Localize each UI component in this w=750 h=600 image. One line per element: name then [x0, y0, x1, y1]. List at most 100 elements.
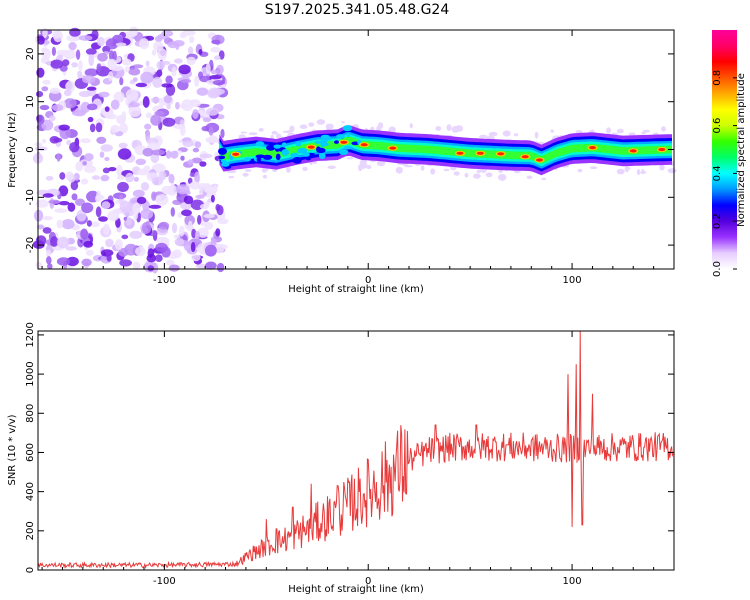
- ridge-halo: [435, 126, 442, 131]
- ridge-halo: [262, 174, 267, 179]
- noise-blob: [107, 210, 120, 221]
- ridge-halo: [242, 172, 249, 177]
- noise-blob: [49, 115, 56, 122]
- noise-blob: [151, 176, 164, 186]
- noise-blob: [198, 71, 204, 79]
- noise-blob: [122, 58, 132, 66]
- noise-blob: [170, 181, 175, 193]
- y-tick-label: 400: [25, 482, 36, 501]
- noise-blob: [184, 214, 195, 226]
- ridge-halo: [464, 172, 469, 178]
- ridge-halo: [358, 164, 363, 172]
- noise-blob: [174, 238, 185, 246]
- colorbar-tick-label: 0.6: [712, 118, 723, 134]
- noise-blob: [76, 209, 87, 222]
- noise-blob: [88, 54, 94, 67]
- noise-blob: [50, 236, 59, 247]
- ridge-halo: [628, 132, 636, 136]
- noise-blob: [95, 196, 102, 202]
- noise-blob: [124, 66, 130, 73]
- snr-plot-area: [38, 331, 674, 570]
- noise-blob: [194, 231, 200, 239]
- ridge-halo: [479, 134, 488, 139]
- ridge-halo: [420, 165, 425, 171]
- noise-blob: [96, 63, 102, 73]
- ridge-blob: [275, 153, 281, 161]
- noise-blob: [215, 228, 221, 237]
- noise-blob: [84, 68, 99, 77]
- ridge-blob: [305, 157, 311, 161]
- noise-blob: [34, 209, 44, 222]
- noise-blob: [205, 62, 211, 75]
- noise-blob: [118, 142, 128, 149]
- noise-blob: [140, 208, 154, 220]
- noise-blob: [100, 174, 110, 182]
- noise-blob: [145, 60, 150, 67]
- noise-blob: [61, 219, 75, 230]
- ridge-blob: [218, 147, 227, 155]
- noise-blob: [199, 203, 209, 210]
- noise-blob: [56, 236, 70, 249]
- ridge-halo: [289, 125, 295, 132]
- noise-blob: [75, 49, 81, 60]
- colorbar-gradient: [712, 30, 737, 269]
- noise-blob: [135, 82, 148, 88]
- noise-blob: [175, 101, 180, 110]
- noise-blob: [80, 178, 89, 185]
- y-tick-label: 20: [25, 48, 36, 61]
- noise-blob: [104, 156, 110, 162]
- noise-blob: [105, 238, 114, 248]
- noise-blob: [132, 64, 144, 69]
- ridge-blob: [273, 144, 282, 149]
- noise-blob: [114, 239, 123, 251]
- noise-blob: [47, 263, 53, 270]
- ridge-blob: [346, 133, 351, 138]
- y-tick-label: 600: [25, 443, 36, 462]
- noise-blob: [165, 75, 173, 84]
- noise-blob: [101, 201, 111, 210]
- noise-blob: [197, 214, 202, 225]
- noise-blob: [41, 86, 49, 92]
- noise-blob: [192, 147, 200, 153]
- ridge-blob: [334, 140, 339, 144]
- ridge-halo: [606, 128, 610, 132]
- ridge-halo: [636, 169, 641, 176]
- noise-blob: [113, 91, 125, 103]
- ridge-halo: [641, 168, 645, 175]
- noise-blob: [151, 49, 157, 56]
- ridge-blob: [336, 134, 345, 139]
- noise-blob: [173, 234, 181, 239]
- noise-blob: [186, 56, 196, 66]
- ridge-halo: [641, 131, 646, 135]
- noise-blob: [129, 230, 143, 239]
- noise-blob: [34, 146, 48, 152]
- ridge-halo: [575, 130, 583, 134]
- noise-blob: [189, 36, 195, 44]
- ridge-halo: [308, 122, 315, 127]
- noise-blob: [84, 165, 96, 174]
- noise-blob: [119, 122, 128, 134]
- noise-blob: [199, 186, 203, 198]
- ridge-halo: [550, 129, 554, 133]
- noise-blob: [173, 124, 186, 130]
- noise-blob: [192, 109, 199, 119]
- noise-blob: [117, 175, 125, 180]
- noise-blob: [159, 97, 164, 110]
- ridge-halo: [258, 127, 264, 132]
- noise-blob: [132, 140, 138, 147]
- noise-blob: [71, 62, 78, 68]
- noise-blob: [179, 103, 189, 109]
- noise-blob: [180, 155, 185, 161]
- noise-blob: [212, 80, 226, 86]
- noise-blob: [210, 194, 215, 203]
- noise-blob: [37, 35, 45, 45]
- noise-blob: [50, 59, 64, 69]
- ridge-halo: [659, 164, 665, 171]
- noise-blob: [189, 100, 201, 108]
- ridge-halo: [453, 171, 460, 176]
- noise-blob: [128, 102, 140, 108]
- noise-blob: [187, 159, 194, 166]
- noise-blob: [41, 119, 54, 131]
- noise-blob: [208, 126, 214, 136]
- snr-series-line: [37, 330, 674, 570]
